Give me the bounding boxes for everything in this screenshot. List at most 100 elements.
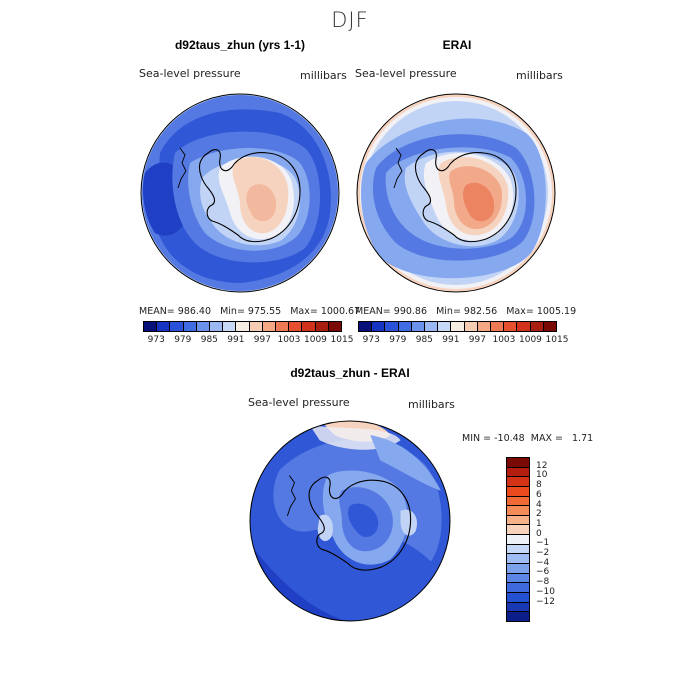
colorbar-swatch [276,322,290,331]
colorbar-swatch [507,583,529,593]
panel2-colorbar [358,321,557,332]
colorbar-tick-label: 6 [536,489,542,500]
colorbar-swatch [464,322,478,331]
colorbar-swatch [507,467,529,478]
colorbar-swatch [289,322,303,331]
colorbar-swatch [507,544,529,555]
colorbar-swatch [507,506,529,516]
colorbar-tick-label: 1015 [330,335,354,345]
panel1-stats: MEAN= 986.40 Min= 975.55 Max= 1000.67 [139,306,361,317]
panel2-units: millibars [516,69,563,82]
colorbar-tick-label: 1009 [304,335,327,345]
colorbar-tick-label: 979 [389,335,407,345]
panel3-map [249,420,451,622]
panel1-units: millibars [300,69,347,82]
panel3-variable: Sea-level pressure [248,396,350,409]
colorbar-swatch [438,322,452,331]
panel3-stats: MIN = -10.48 MAX = 1.71 [462,433,594,444]
colorbar-tick-label: 997 [253,335,271,345]
colorbar-swatch [507,535,529,545]
colorbar-swatch [398,322,412,331]
colorbar-swatch [328,322,342,331]
panel1-colorbar-ticks: 973 979 985 991 997 1003 1009 1015 [143,335,354,347]
panel2-title: ERAI [442,38,472,52]
panel2-variable: Sea-level pressure [355,67,457,80]
colorbar-tick-label: 985 [200,335,218,345]
panel2-colorbar-ticks: 973 979 985 991 997 1003 1009 1015 [358,335,569,347]
colorbar-swatch [183,322,197,331]
colorbar-swatch [507,554,529,565]
colorbar-swatch [507,515,529,526]
colorbar-swatch [530,322,544,331]
colorbar-swatch [262,322,277,331]
colorbar-swatch [302,322,316,331]
colorbar-swatch [491,322,505,331]
colorbar-swatch [170,322,184,331]
colorbar-swatch [517,322,531,331]
colorbar-swatch [411,322,426,331]
colorbar-swatch [507,486,529,497]
colorbar-swatch [507,612,529,621]
colorbar-swatch [223,322,237,331]
colorbar-swatch [507,525,529,536]
panel3-units: millibars [408,398,455,411]
colorbar-tick-label: 991 [227,335,245,345]
colorbar-swatch [477,322,492,331]
colorbar-swatch [451,322,465,331]
colorbar-swatch [315,322,329,331]
colorbar-swatch [504,322,518,331]
colorbar-tick-label: −4 [536,557,550,568]
colorbar-swatch [543,322,557,331]
colorbar-tick-label: 2 [536,509,542,520]
colorbar-tick-label: 1003 [492,335,516,345]
colorbar-tick-label: 1 [536,518,542,529]
colorbar-tick-label: 10 [536,470,548,481]
colorbar-tick-label: 1003 [277,335,301,345]
colorbar-tick-label: −10 [536,586,555,597]
colorbar-tick-label: −6 [536,567,550,578]
colorbar-swatch [385,322,399,331]
panel3-title: d92taus_zhun - ERAI [290,366,410,380]
colorbar-tick-label: −12 [536,596,555,607]
colorbar-swatch [507,564,529,574]
colorbar-swatch [507,602,529,613]
diff-colorbar [506,457,530,622]
colorbar-swatch [210,322,224,331]
panel1-map [140,93,340,293]
colorbar-tick-label: 4 [536,499,542,510]
colorbar-swatch [507,458,529,468]
panel2-map [356,93,556,293]
colorbar-swatch [144,322,158,331]
colorbar-swatch [359,322,373,331]
colorbar-tick-label: 973 [362,335,380,345]
colorbar-tick-label: 991 [442,335,460,345]
colorbar-swatch [372,322,386,331]
colorbar-swatch [507,477,529,487]
colorbar-swatch [507,573,529,584]
panel1-title: d92taus_zhun (yrs 1-1) [174,38,306,52]
colorbar-tick-label: 12 [536,460,548,471]
colorbar-swatch [249,322,263,331]
colorbar-swatch [196,322,211,331]
colorbar-tick-label: 997 [468,335,486,345]
colorbar-tick-label: 973 [147,335,165,345]
colorbar-tick-label: 8 [536,480,542,491]
colorbar-tick-label: −8 [536,577,550,588]
colorbar-swatch [157,322,171,331]
colorbar-tick-label: 1009 [519,335,542,345]
colorbar-tick-label: −2 [536,548,550,559]
colorbar-tick-label: 0 [536,528,542,539]
colorbar-tick-label: 979 [174,335,192,345]
panel1-colorbar [143,321,342,332]
panel1-variable: Sea-level pressure [139,67,241,80]
colorbar-swatch [507,496,529,507]
season-title: DJF [331,8,369,32]
colorbar-swatch [236,322,250,331]
panel2-stats: MEAN= 990.86 Min= 982.56 Max= 1005.19 [355,306,577,317]
diff-colorbar-ticks: 12 10 8 6 4 2 1 0 −1 −2 −4 −6 −8 −10 −12 [536,457,576,622]
colorbar-swatch [425,322,439,331]
colorbar-tick-label: −1 [536,538,550,549]
colorbar-swatch [507,592,529,603]
colorbar-tick-label: 1015 [545,335,569,345]
colorbar-tick-label: 985 [415,335,433,345]
